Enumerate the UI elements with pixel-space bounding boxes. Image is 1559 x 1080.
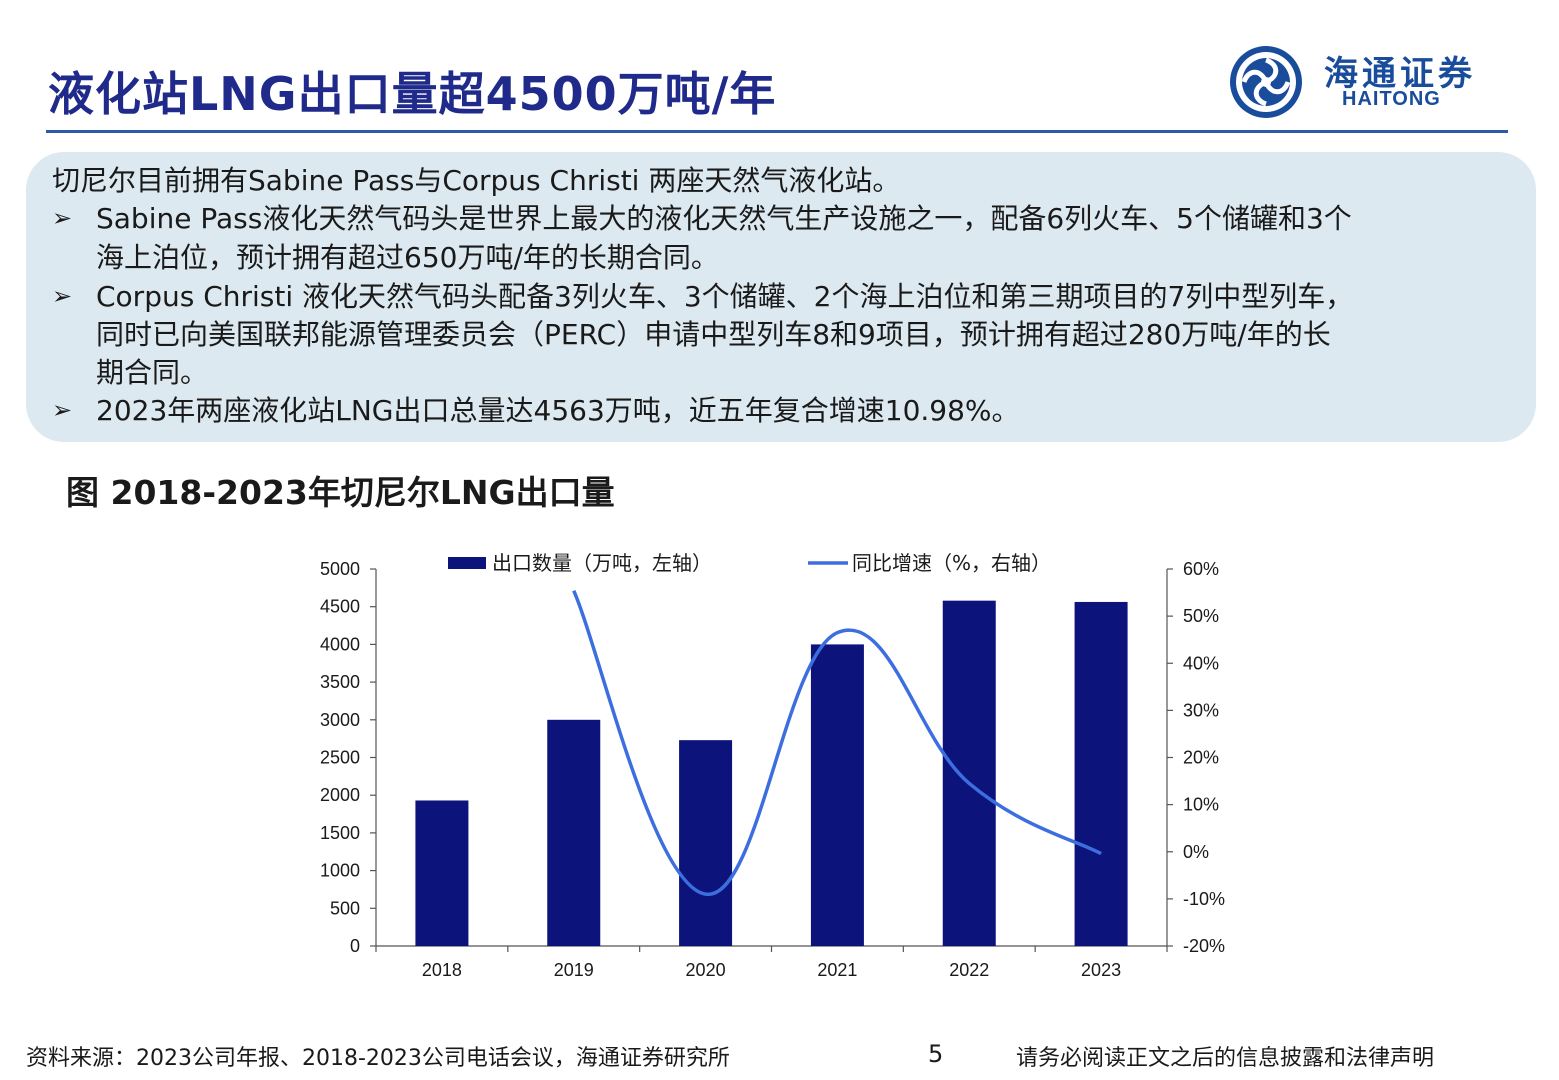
x-axis-tick-label: 2018 [422,960,462,980]
legend-bar-swatch [448,557,486,569]
bullet-1-line-2: 海上泊位，预计拥有超过650万吨/年的长期合同。 [96,241,719,274]
logo-chinese-name: 海通证券 [1324,54,1476,94]
bullet-arrow-icon: ➢ [52,282,73,310]
left-axis-tick-label: 1000 [320,861,360,881]
page-title: 液化站LNG出口量超4500万吨/年 [48,67,777,121]
x-axis-tick-label: 2019 [554,960,594,980]
bar [415,800,469,946]
bullet-1-line-1: Sabine Pass液化天然气码头是世界上最大的液化天然气生产设施之一，配备6… [96,202,1352,235]
bullet-2-line-3: 期合同。 [96,356,209,389]
bar [679,740,733,946]
bullet-3-line-1: 2023年两座液化站LNG出口总量达4563万吨，近五年复合增速10.98%。 [96,394,1020,427]
footer-source: 资料来源：2023公司年报、2018-2023公司电话会议，海通证券研究所 [26,1046,730,1071]
right-axis-tick-label: 30% [1183,700,1219,720]
right-axis-tick-label: 40% [1183,653,1219,673]
logo-english-name: HAITONG [1342,88,1441,110]
right-axis-tick-label: -10% [1183,889,1225,909]
left-axis-tick-label: 0 [350,936,360,956]
right-axis-tick-label: 0% [1183,842,1209,862]
right-axis-tick-label: 20% [1183,748,1219,768]
left-axis-tick-label: 2000 [320,785,360,805]
summary-intro: 切尼尔目前拥有Sabine Pass与Corpus Christi 两座天然气液… [52,164,901,197]
bar [547,719,601,946]
left-axis-tick-label: 3000 [320,710,360,730]
footer-disclaimer: 请务必阅读正文之后的信息披露和法律声明 [1016,1046,1435,1071]
legend-line-label: 同比增速（%，右轴） [852,551,1051,575]
left-axis-tick-label: 500 [330,898,360,918]
right-axis-tick-label: 50% [1183,606,1219,626]
bullet-arrow-icon: ➢ [52,396,73,424]
bar [1074,601,1128,946]
right-axis-tick-label: 10% [1183,795,1219,815]
x-axis-tick-label: 2021 [817,960,857,980]
summary-box: 切尼尔目前拥有Sabine Pass与Corpus Christi 两座天然气液… [26,152,1536,442]
bullet-2-line-2: 同时已向美国联邦能源管理委员会（PERC）申请中型列车8和9项目，预计拥有超过2… [96,318,1331,351]
left-axis-tick-label: 1500 [320,823,360,843]
bar [942,600,996,946]
x-axis-tick-label: 2023 [1081,960,1121,980]
figure-title: 图 2018-2023年切尼尔LNG出口量 [66,473,615,512]
bar [810,644,864,946]
left-axis-tick-label: 4000 [320,634,360,654]
left-axis-tick-label: 3500 [320,672,360,692]
bullet-arrow-icon: ➢ [52,204,73,232]
right-axis-tick-label: 60% [1183,559,1219,579]
bullet-2-line-1: Corpus Christi 液化天然气码头配备3列火车、3个储罐、2个海上泊位… [96,280,1354,313]
left-axis-tick-label: 4500 [320,597,360,617]
haitong-logo-icon [1230,46,1302,118]
left-axis-tick-label: 5000 [320,559,360,579]
x-axis-tick-label: 2022 [949,960,989,980]
company-logo: 海通证券 HAITONG [1226,42,1516,122]
page-number: 5 [928,1040,944,1068]
legend-bar-label: 出口数量（万吨，左轴） [492,551,712,575]
growth-rate-line [572,589,1102,896]
left-axis-tick-label: 2500 [320,748,360,768]
x-axis-tick-label: 2020 [686,960,726,980]
right-axis-tick-label: -20% [1183,936,1225,956]
title-divider [46,130,1508,133]
